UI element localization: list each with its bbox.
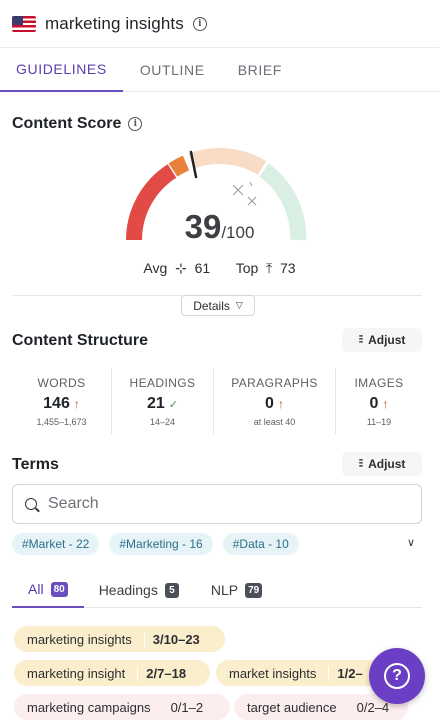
stat-words-value: 146 ↑ [43, 395, 80, 412]
document-header: marketing insights i [0, 0, 439, 48]
stat-words-label: WORDS [37, 376, 86, 390]
term-chip[interactable]: market insights 1/2– [216, 660, 386, 686]
stat-words[interactable]: WORDS 146 ↑ 1,455–1,673 [12, 368, 112, 434]
content-score-title: Content Score i [12, 115, 143, 133]
term-chip[interactable]: marketing insights 3/10–23 [14, 626, 225, 652]
stat-paragraphs-value: 0 ↑ [265, 395, 284, 412]
terms-adjust-label: Adjust [368, 457, 406, 471]
term-chip[interactable]: marketing insight 2/7–18 [14, 660, 210, 686]
search-icon [25, 498, 37, 510]
sliders-icon: ⫶⫶ [358, 333, 363, 346]
structure-stats: WORDS 146 ↑ 1,455–1,673 HEADINGS 21 ✓ 14–2… [12, 368, 422, 434]
gauge-needle [189, 150, 198, 179]
subtab-all-count: 80 [50, 581, 68, 597]
avg-label: Avg [143, 260, 168, 276]
question-mark-icon: ? [384, 663, 410, 689]
gauge-segment-low [126, 164, 177, 241]
terms-title: Terms [12, 456, 59, 473]
gauge-segment-mid [168, 155, 190, 177]
chevron-down-icon: ▽ [235, 300, 243, 310]
stat-words-range: 1,455–1,673 [36, 417, 87, 427]
term-name: marketing campaigns [27, 699, 151, 715]
terms-adjust-button[interactable]: ⫶⫶ Adjust [342, 452, 422, 476]
term-name: marketing insights [27, 631, 132, 647]
content-structure-title: Content Structure [12, 332, 148, 349]
term-count: 2/7–18 [137, 665, 186, 681]
subtab-nlp-count: 79 [245, 582, 263, 598]
arrow-up-icon: ↑ [277, 397, 284, 411]
score-value: 39 [184, 208, 222, 245]
content-score-label: Content Score [12, 115, 122, 132]
stat-images-label: IMAGES [354, 376, 404, 390]
help-button[interactable]: ? [369, 648, 425, 704]
chevron-down-icon[interactable]: ∨ [407, 537, 416, 549]
term-name: marketing insight [27, 665, 126, 681]
subtab-headings-count: 5 [164, 582, 179, 598]
stat-images[interactable]: IMAGES 0 ↑ 11–19 [336, 368, 422, 434]
top-value: 73 [280, 260, 296, 276]
terms-subtabs: All 80 Headings 5 NLP 79 [12, 572, 422, 608]
structure-adjust-label: Adjust [368, 333, 406, 347]
stat-headings[interactable]: HEADINGS 21 ✓ 14–24 [112, 368, 214, 434]
tag-chip-marketing[interactable]: #Marketing - 16 [109, 533, 213, 555]
tab-outline[interactable]: OUTLINE [139, 62, 205, 78]
sliders-icon: ⫶⫶ [358, 457, 363, 470]
top-arrow-icon: ⤒ [262, 260, 277, 276]
subtab-nlp-label: NLP [210, 582, 239, 598]
term-count: 1/2– [328, 665, 363, 681]
avg-value: 61 [194, 260, 211, 276]
subtab-all[interactable]: All 80 [12, 572, 84, 608]
sparkle-icon [232, 181, 257, 206]
details-button[interactable]: Details ▽ [181, 295, 255, 316]
stat-images-value: 0 ↑ [369, 395, 389, 412]
terms-search [12, 484, 422, 524]
tab-guidelines[interactable]: GUIDELINES [0, 48, 123, 92]
term-count: 0/1–2 [170, 699, 204, 715]
keyword-title: marketing insights [45, 13, 184, 33]
main-tabs: GUIDELINES OUTLINE BRIEF [0, 48, 439, 92]
stat-paragraphs-range: at least 40 [253, 417, 296, 427]
info-icon[interactable]: i [192, 16, 207, 31]
score-display: 39/100 [0, 208, 439, 246]
subtab-headings[interactable]: Headings 5 [84, 572, 179, 608]
average-icon: ⊹ [171, 260, 191, 276]
stat-headings-label: HEADINGS [129, 376, 196, 390]
score-benchmarks: Avg ⊹ 61 Top ⤒ 73 [0, 260, 439, 277]
term-chip[interactable]: marketing campaigns 0/1–2 [14, 694, 230, 720]
stat-headings-range: 14–24 [149, 417, 176, 427]
term-count: 3/10–23 [143, 631, 200, 647]
subtab-nlp[interactable]: NLP 79 [179, 572, 263, 608]
content-score-info-icon[interactable]: i [128, 117, 143, 131]
content-score-gauge [126, 147, 307, 241]
term-name: market insights [229, 665, 317, 681]
stat-paragraphs[interactable]: PARAGRAPHS 0 ↑ at least 40 [214, 368, 336, 434]
stat-headings-value: 21 ✓ [146, 395, 178, 412]
arrow-up-icon: ↑ [382, 397, 389, 411]
term-count: 0/2–4 [356, 699, 390, 715]
score-max: /100 [221, 223, 255, 242]
gauge-segment-peach [188, 147, 267, 175]
structure-adjust-button[interactable]: ⫶⫶ Adjust [342, 328, 422, 352]
subtab-headings-label: Headings [98, 582, 158, 598]
term-name: target audience [247, 699, 337, 715]
topic-tags: #Market - 22 #Marketing - 16 #Data - 10 [12, 533, 299, 555]
gauge-segment-high [259, 163, 307, 241]
stat-images-range: 11–19 [366, 417, 392, 427]
stat-paragraphs-label: PARAGRAPHS [231, 376, 318, 390]
tab-brief[interactable]: BRIEF [237, 62, 282, 78]
tag-chip-data[interactable]: #Data - 10 [222, 533, 299, 555]
check-icon: ✓ [168, 399, 178, 411]
us-flag-icon[interactable] [12, 15, 36, 32]
arrow-up-icon: ↑ [73, 397, 80, 411]
top-label: Top [235, 260, 259, 276]
subtab-all-label: All [28, 581, 44, 597]
tag-chip-market[interactable]: #Market - 22 [12, 533, 100, 555]
term-chip[interactable]: target audience 0/2–4 [234, 694, 408, 720]
details-label: Details [193, 298, 230, 313]
search-input[interactable] [48, 495, 388, 513]
